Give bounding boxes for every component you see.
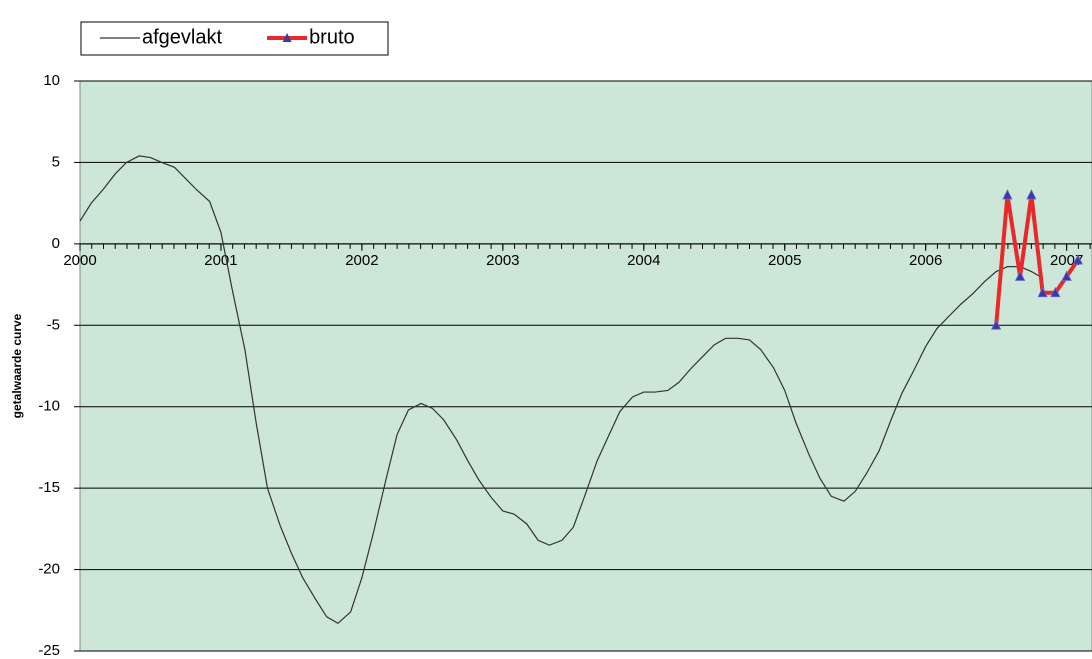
legend-marker [282, 33, 292, 42]
y-tick-label: 0 [52, 235, 60, 252]
marker [1002, 189, 1013, 200]
x-tick-label: 2004 [627, 252, 660, 269]
marker [1037, 286, 1048, 298]
legend-label: afgevlakt [142, 26, 222, 48]
y-axis-label: getalwaarde curve [10, 313, 24, 418]
y-tick-label: 5 [52, 153, 60, 170]
x-tick-label: 2001 [204, 252, 237, 269]
y-tick-label: -5 [47, 316, 60, 333]
y-tick-label: 10 [43, 72, 60, 89]
y-tick-label: -20 [38, 561, 60, 578]
series-line [79, 155, 1043, 625]
plot-area [79, 80, 1092, 652]
marker [1014, 270, 1026, 281]
x-tick-label: 2000 [63, 252, 96, 269]
x-tick-label: 2002 [345, 252, 378, 269]
marker [1061, 270, 1072, 281]
y-tick-label: -15 [38, 479, 60, 496]
marker [1050, 286, 1061, 298]
y-tick-label: -10 [38, 398, 60, 415]
y-tick-label: -25 [38, 642, 60, 659]
x-tick-label: 2003 [486, 252, 519, 269]
marker [1072, 254, 1084, 265]
x-tick-label: 2005 [768, 252, 801, 269]
marker [1026, 189, 1037, 200]
legend-label: bruto [309, 26, 355, 48]
marker [991, 319, 1002, 330]
x-tick-label: 2006 [909, 252, 942, 269]
